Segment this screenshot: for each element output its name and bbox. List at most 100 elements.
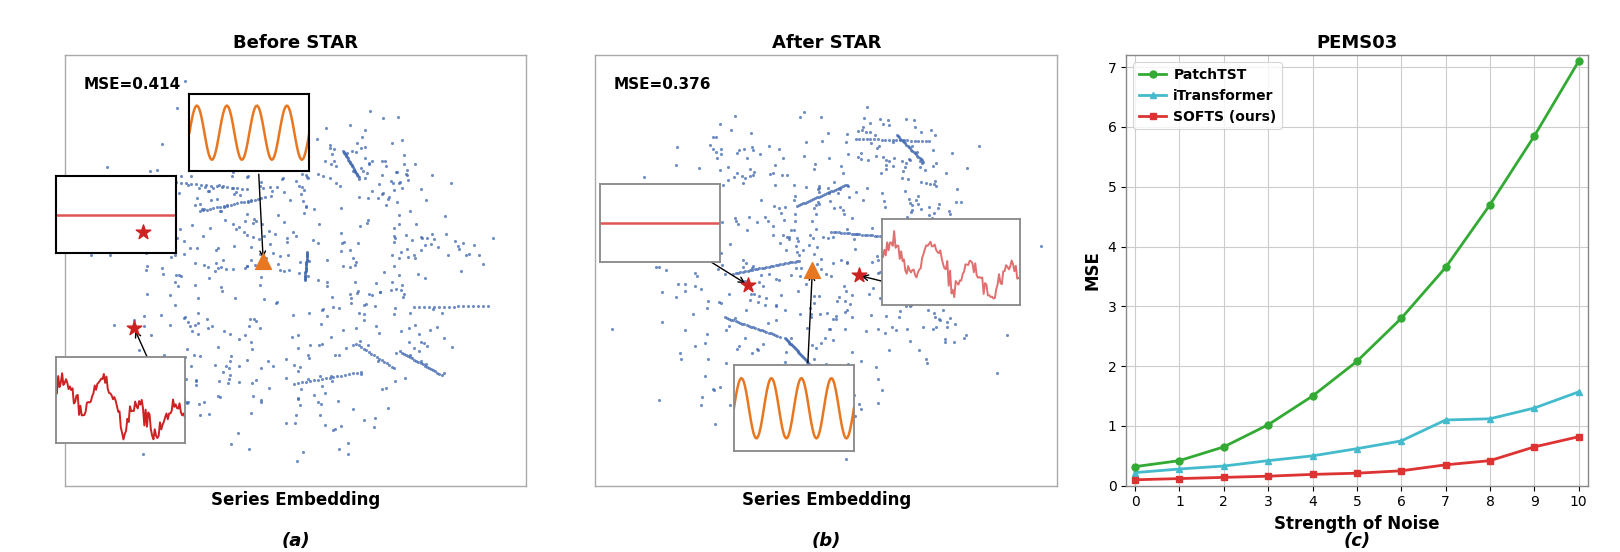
Point bbox=[217, 330, 243, 338]
Point bbox=[275, 266, 301, 275]
Point bbox=[418, 365, 444, 374]
Point bbox=[347, 221, 373, 230]
Point bbox=[914, 354, 940, 363]
Point bbox=[311, 172, 337, 181]
Point bbox=[284, 457, 309, 465]
Point bbox=[773, 335, 799, 343]
iTransformer bbox=[1126, 469, 1145, 476]
Point bbox=[831, 307, 857, 316]
Point bbox=[740, 170, 766, 179]
Point bbox=[771, 215, 797, 224]
Point bbox=[149, 270, 175, 279]
Point bbox=[872, 232, 897, 241]
Point bbox=[152, 247, 178, 256]
Point bbox=[894, 174, 920, 183]
Point bbox=[306, 275, 332, 284]
Point bbox=[424, 368, 450, 377]
Point bbox=[402, 303, 428, 312]
Point bbox=[763, 301, 789, 310]
Point bbox=[915, 298, 941, 307]
Point bbox=[899, 146, 925, 155]
Point bbox=[332, 370, 358, 379]
Point bbox=[225, 199, 251, 208]
Point bbox=[143, 205, 168, 214]
Point bbox=[177, 243, 202, 252]
Point bbox=[418, 239, 444, 248]
Point bbox=[724, 148, 750, 157]
Point bbox=[792, 355, 818, 364]
Point bbox=[723, 317, 748, 326]
Point bbox=[818, 227, 844, 236]
Point bbox=[345, 173, 371, 182]
Point bbox=[617, 250, 643, 258]
Point bbox=[259, 187, 285, 195]
Point bbox=[735, 280, 761, 289]
Point bbox=[337, 158, 363, 167]
iTransformer bbox=[1170, 466, 1189, 473]
Point bbox=[791, 108, 816, 116]
Point bbox=[285, 394, 311, 403]
Point bbox=[684, 250, 710, 259]
Point bbox=[446, 241, 471, 250]
Point bbox=[209, 286, 235, 295]
Point bbox=[392, 374, 418, 383]
Point bbox=[306, 410, 332, 419]
Point bbox=[873, 164, 899, 173]
Point bbox=[199, 181, 225, 190]
Point bbox=[173, 344, 199, 353]
Point bbox=[293, 267, 319, 275]
Point bbox=[671, 253, 697, 262]
Point bbox=[816, 153, 842, 162]
Point bbox=[403, 219, 429, 228]
SOFTS (ours) bbox=[1435, 461, 1455, 468]
Point bbox=[308, 400, 334, 409]
Point bbox=[723, 112, 748, 121]
Point bbox=[816, 378, 842, 387]
Point bbox=[773, 245, 799, 254]
Point bbox=[821, 204, 847, 213]
Point bbox=[727, 268, 753, 277]
Point bbox=[800, 410, 826, 418]
Point bbox=[381, 309, 407, 318]
Point bbox=[342, 167, 368, 176]
Point bbox=[408, 338, 434, 347]
Point bbox=[194, 262, 220, 271]
Point bbox=[201, 184, 227, 193]
Point bbox=[697, 140, 723, 149]
Point bbox=[202, 258, 228, 267]
Point bbox=[467, 250, 492, 259]
Point bbox=[295, 248, 321, 257]
Point bbox=[941, 245, 967, 253]
Point bbox=[714, 314, 740, 322]
Point bbox=[816, 196, 842, 205]
Point bbox=[842, 412, 868, 421]
Point bbox=[293, 263, 319, 272]
Point bbox=[164, 104, 190, 113]
Point bbox=[977, 299, 1003, 308]
Point bbox=[402, 321, 428, 330]
Point bbox=[335, 155, 361, 164]
Point bbox=[178, 322, 204, 331]
Point bbox=[778, 339, 804, 348]
iTransformer bbox=[1435, 417, 1455, 423]
Point bbox=[369, 384, 395, 393]
Point bbox=[100, 210, 126, 219]
Point bbox=[656, 238, 682, 247]
Point bbox=[700, 385, 726, 394]
Point bbox=[978, 221, 1004, 230]
Point bbox=[862, 135, 888, 144]
Point bbox=[880, 162, 906, 171]
Point bbox=[782, 344, 808, 353]
Point bbox=[870, 120, 896, 129]
Point bbox=[249, 257, 275, 266]
Point bbox=[828, 229, 854, 237]
Point bbox=[907, 155, 933, 163]
Point bbox=[794, 324, 820, 333]
Point bbox=[181, 351, 207, 360]
Point bbox=[227, 335, 253, 343]
Point bbox=[248, 194, 274, 203]
Point bbox=[804, 380, 829, 389]
Point bbox=[288, 378, 314, 387]
Point bbox=[245, 132, 271, 141]
Point bbox=[332, 150, 358, 158]
